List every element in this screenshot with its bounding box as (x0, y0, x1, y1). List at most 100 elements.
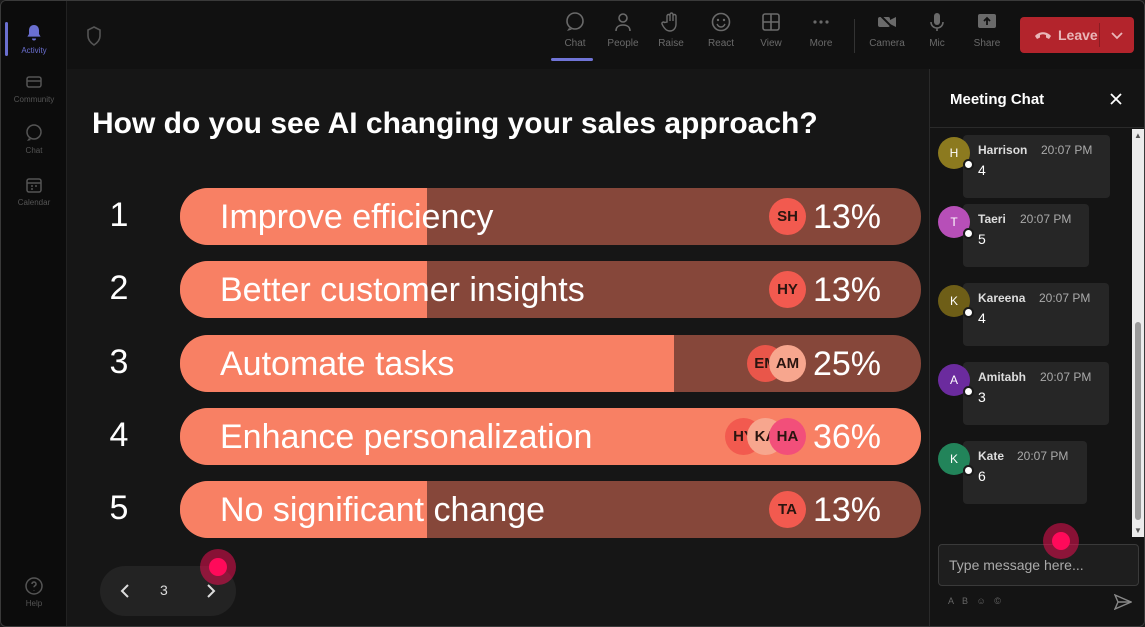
toolbar-camera-button[interactable]: Camera (863, 11, 911, 63)
message-author: Amitabh (978, 370, 1026, 384)
calendar-icon (26, 178, 42, 193)
presence-status-icon (963, 465, 974, 476)
rail-item-chat[interactable]: Chat (1, 114, 67, 164)
meeting-chat-panel: Meeting Chat Harrison 20:07 PM 4 H Taeri 20:0… (929, 69, 1144, 626)
mic-icon (930, 13, 944, 31)
avatar[interactable]: H (938, 137, 974, 170)
poll-option-percent: 13% (812, 271, 881, 309)
chat-input-box[interactable] (938, 544, 1139, 586)
poll-option-number: 5 (109, 489, 129, 527)
message-text: 4 (978, 310, 986, 326)
chat-message[interactable]: Kate 20:07 PM 6 (963, 441, 1087, 504)
rail-label: Chat (25, 146, 43, 155)
close-icon[interactable] (1108, 91, 1124, 107)
message-text: 4 (978, 162, 986, 178)
chat-message[interactable]: Taeri 20:07 PM 5 (963, 204, 1089, 267)
rail-item-activity[interactable]: Activity (1, 14, 67, 64)
poll-option-percent: 36% (812, 418, 881, 456)
toolbar-people-button[interactable]: People (599, 11, 647, 63)
message-author: Kate (978, 449, 1005, 463)
poll-option-percent: 13% (812, 491, 881, 529)
chat-title: Meeting Chat (950, 91, 1045, 108)
poll-option-label: Enhance personalization (220, 418, 593, 456)
send-icon[interactable] (1114, 594, 1132, 610)
poll-option-label: Improve efficiency (220, 198, 494, 236)
presence-status-icon (963, 307, 974, 318)
toolbar-chat-button[interactable]: Chat (551, 11, 599, 63)
toolbar-label: React (707, 38, 735, 49)
more-icon (813, 20, 829, 24)
message-time: 20:07 PM (1020, 212, 1072, 226)
toolbar-label: Mic (929, 38, 945, 49)
poll-option-label: No significant change (220, 491, 546, 529)
toolbar-separator (854, 19, 855, 53)
toolbar-label: More (809, 38, 833, 49)
poll-option-label: Better customer insights (220, 271, 585, 309)
chat-message-input[interactable] (949, 555, 1129, 575)
toolbar-mic-button[interactable]: Mic (913, 11, 961, 63)
poll-option-fill (180, 335, 675, 392)
message-author: Kareena (978, 291, 1026, 305)
avatar-initial: H (949, 146, 959, 160)
scroll-down-arrow[interactable]: ▼ (1134, 526, 1142, 535)
toolbar-raise-button[interactable]: Raise (647, 11, 695, 63)
format-toolbar[interactable]: A B ☺ © (948, 596, 1004, 606)
scroll-up-arrow[interactable]: ▲ (1134, 131, 1142, 140)
poll-option-bar: Automate tasks EM AM 25% (180, 335, 921, 392)
scroll-thumb[interactable] (1135, 322, 1141, 520)
toolbar-label: View (760, 38, 782, 49)
share-icon (978, 14, 996, 28)
toolbar-more-button[interactable]: More (797, 11, 845, 63)
message-time: 20:07 PM (1041, 143, 1093, 157)
rail-item-calendar[interactable]: Calendar (1, 166, 67, 216)
chat-message[interactable]: Kareena 20:07 PM 4 (963, 283, 1109, 346)
poll-option-fill (180, 481, 427, 538)
avatar[interactable]: K (938, 443, 974, 476)
poll-option-number: 2 (109, 269, 129, 307)
smiley-icon (711, 12, 731, 32)
rail-item-help[interactable]: Help (1, 567, 67, 617)
message-time: 20:07 PM (1039, 291, 1091, 305)
phone-hangup-icon (1035, 32, 1051, 39)
app-rail: Activity Community Chat Calendar Help (1, 1, 67, 626)
chat-message[interactable]: Amitabh 20:07 PM 3 (963, 362, 1109, 425)
rail-label: Community (13, 95, 55, 104)
avatar-initial: K (949, 452, 958, 466)
chevron-left-icon[interactable] (116, 581, 136, 601)
chat-scrollbar[interactable]: ▲ ▼ (1132, 129, 1144, 537)
rail-label: Calendar (17, 198, 51, 207)
avatar[interactable]: A (938, 364, 974, 397)
chevron-down-icon[interactable] (1110, 28, 1124, 42)
chat-message[interactable]: Harrison 20:07 PM 4 (963, 135, 1110, 198)
hand-icon (661, 12, 677, 32)
toolbar-share-button[interactable]: Share (963, 11, 1011, 63)
poll-option-label: Automate tasks (220, 345, 455, 383)
poll-option-percent: 13% (812, 198, 881, 236)
poll-option-bar: No significant change TA 13% (180, 481, 921, 538)
avatar[interactable]: T (938, 206, 974, 239)
message-author: Taeri (978, 212, 1006, 226)
meeting-toolbar: Chat People Raise React View More Camera (67, 1, 1144, 69)
leave-label: Leave (1058, 27, 1098, 43)
toolbar-react-button[interactable]: React (697, 11, 745, 63)
rail-item-community[interactable]: Community (1, 63, 67, 113)
poll-option-bar: Enhance personalization HY KA HA 36% (180, 408, 921, 465)
toolbar-label: Camera (869, 38, 905, 49)
chevron-right-icon[interactable] (200, 581, 220, 601)
voter-avatar: TA (769, 491, 806, 528)
rail-label: Help (25, 599, 43, 608)
shield-icon (87, 26, 101, 46)
poll-option-fill (180, 188, 427, 245)
voter-avatar: HA (769, 418, 806, 455)
message-text: 5 (978, 231, 986, 247)
voter-avatar: SH (769, 198, 806, 235)
toolbar-view-button[interactable]: View (747, 11, 795, 63)
voter-avatar: AM (769, 345, 806, 382)
help-icon (25, 577, 43, 595)
toolbar-label: Chat (564, 38, 586, 49)
avatar[interactable]: K (938, 285, 974, 318)
leave-button[interactable]: Leave (1020, 17, 1134, 53)
chat-icon (566, 12, 584, 31)
community-icon (26, 76, 42, 88)
